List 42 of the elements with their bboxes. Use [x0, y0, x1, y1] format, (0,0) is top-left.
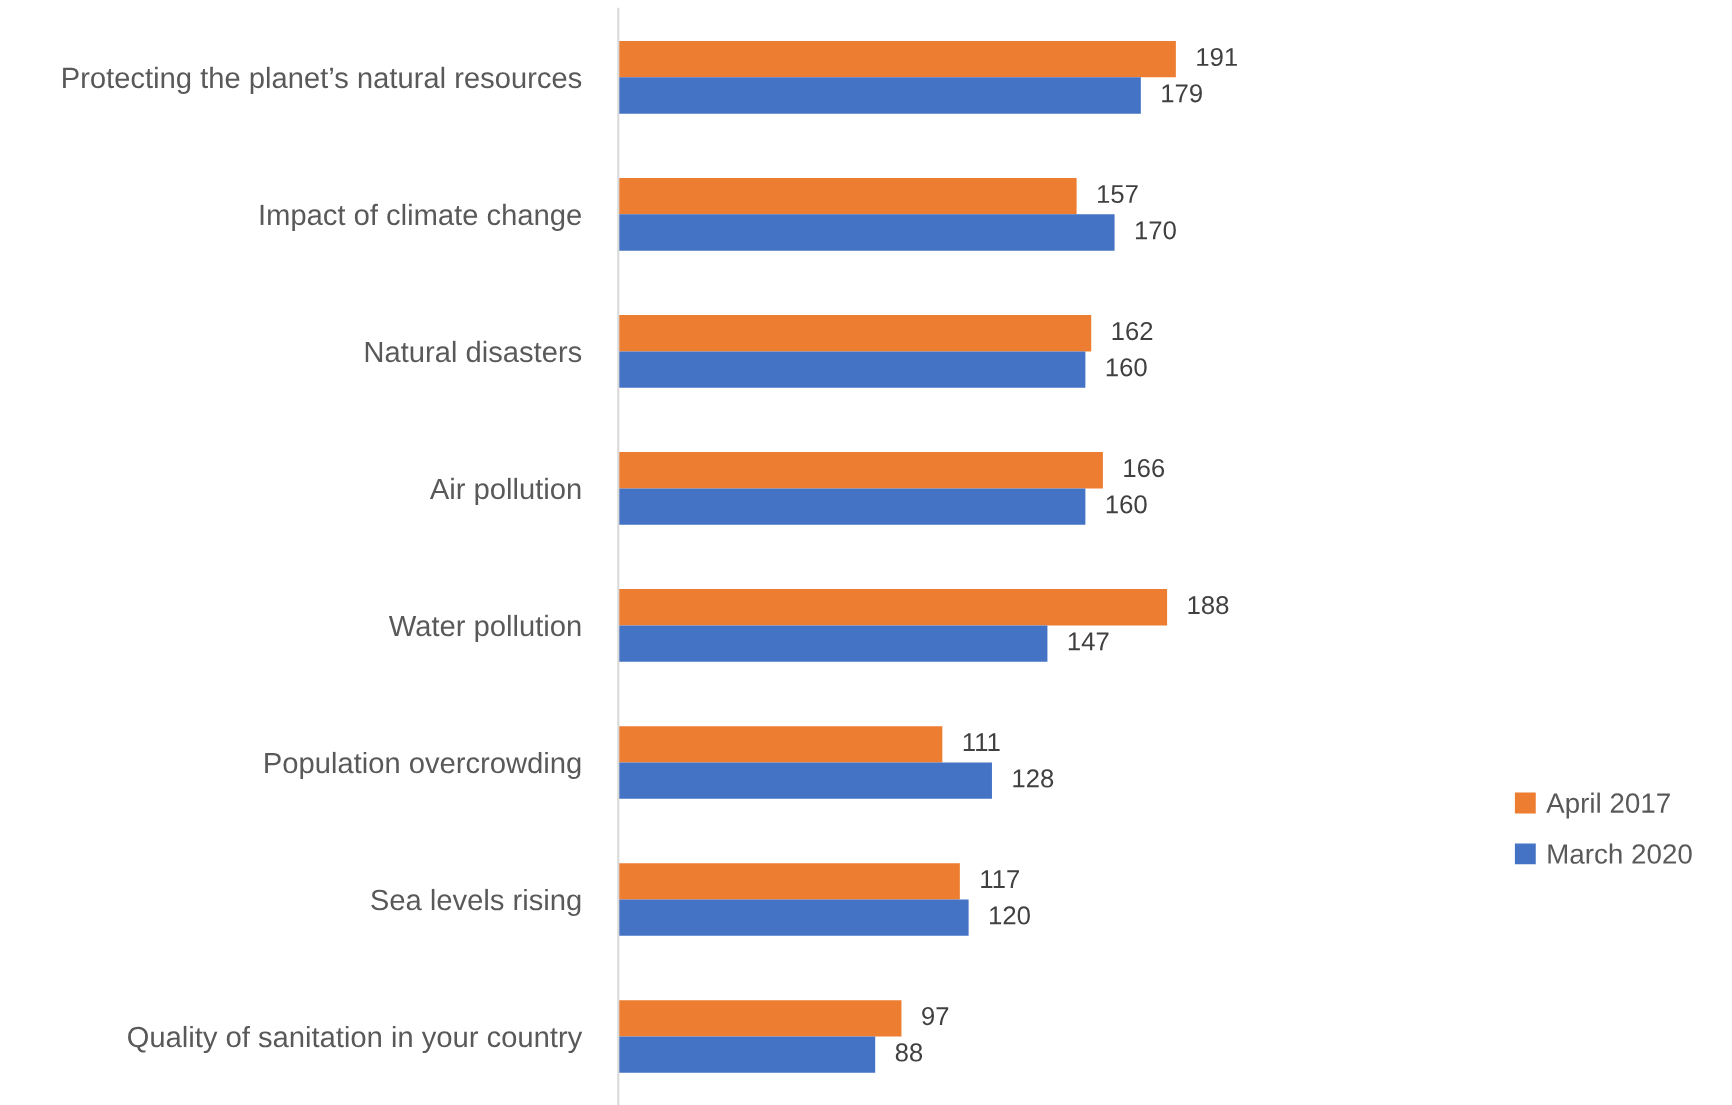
data-label: 160	[1106, 358, 1147, 377]
data-label: 162	[1112, 321, 1153, 341]
data-label: 88	[895, 1043, 923, 1062]
bar	[618, 41, 1176, 78]
data-label: 128	[1013, 769, 1054, 788]
data-label: 120	[990, 906, 1030, 925]
y-tick-label: Protecting the planet’s natural resources	[63, 66, 582, 94]
data-label: 188	[1188, 595, 1229, 615]
bar	[618, 1000, 902, 1037]
bar	[618, 589, 1168, 626]
data-label: 117	[981, 870, 1019, 888]
y-tick-label: Air pollution	[429, 477, 581, 506]
legend-label: March 2020	[1548, 843, 1692, 864]
bar	[618, 214, 1115, 251]
bar	[618, 315, 1092, 352]
data-label: 179	[1162, 84, 1202, 103]
bar	[618, 452, 1103, 489]
y-tick-label: Quality of sanitation in your country	[128, 1025, 583, 1054]
bar	[618, 1036, 876, 1073]
y-tick-label: Population overcrowding	[265, 751, 581, 780]
bar	[618, 625, 1048, 662]
bar	[618, 899, 969, 936]
bar	[618, 863, 960, 900]
bar	[618, 77, 1141, 114]
bar	[618, 488, 1086, 525]
data-label: 97	[922, 1007, 949, 1026]
data-label: 160	[1106, 495, 1147, 514]
y-tick-label: Sea levels rising	[371, 888, 581, 917]
bar	[618, 762, 992, 799]
y-tick-label: Impact of climate change	[260, 203, 581, 231]
data-label: 170	[1135, 221, 1176, 240]
bar	[618, 178, 1077, 215]
data-label: 147	[1068, 632, 1109, 651]
data-label: 166	[1124, 458, 1165, 478]
y-tick-label: Water pollution	[388, 614, 581, 643]
data-label: 157	[1098, 185, 1138, 204]
data-label: 111	[963, 733, 1000, 751]
bar	[618, 726, 943, 763]
legend-label: April 2017	[1546, 792, 1670, 819]
data-label: 191	[1197, 47, 1237, 67]
bar	[618, 351, 1086, 388]
y-tick-label: Natural disasters	[365, 340, 582, 363]
